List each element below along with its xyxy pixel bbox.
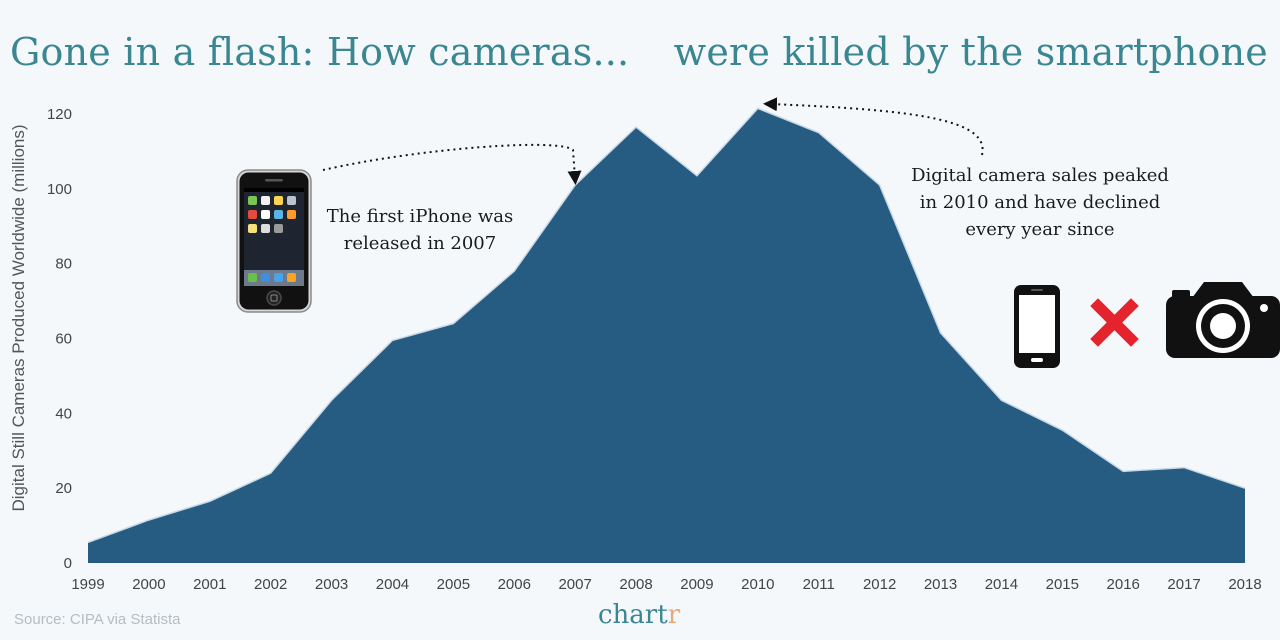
y-tick-label: 20 — [55, 480, 72, 497]
x-tick-label: 2017 — [1167, 576, 1200, 593]
data-point — [147, 518, 151, 522]
data-point — [1243, 486, 1247, 490]
data-point — [695, 174, 699, 178]
annotation-peak-line: in 2010 and have declined — [919, 192, 1161, 213]
data-point — [573, 183, 577, 187]
chart-title-left: Gone in a flash: How cameras... — [10, 30, 630, 74]
data-point — [269, 471, 273, 475]
x-tick-label: 2008 — [619, 576, 652, 593]
data-point — [330, 398, 334, 402]
data-point — [634, 125, 638, 129]
iphone-image — [236, 169, 312, 313]
x-tick-label: 2002 — [254, 576, 287, 593]
data-point — [86, 540, 90, 544]
x-tick-label: 2016 — [1107, 576, 1140, 593]
x-tick-label: 2012 — [863, 576, 896, 593]
data-point — [208, 499, 212, 503]
x-tick-label: 2011 — [803, 576, 835, 593]
x-mark-icon — [1090, 298, 1139, 347]
data-point — [756, 106, 760, 110]
data-point — [1182, 466, 1186, 470]
smartphone-icon — [1014, 285, 1060, 368]
x-tick-label: 2018 — [1228, 576, 1261, 593]
x-tick-label: 2006 — [498, 576, 531, 593]
data-point — [512, 269, 516, 273]
area-outline — [87, 107, 1246, 544]
data-point — [390, 338, 394, 342]
annotation-iphone-line: The first iPhone was — [326, 206, 514, 227]
source-note: Source: CIPA via Statista — [14, 611, 181, 628]
x-tick-label: 2009 — [680, 576, 713, 593]
x-tick-label: 2001 — [193, 576, 226, 593]
y-tick-label: 0 — [64, 555, 72, 572]
data-point — [999, 398, 1003, 402]
data-point — [817, 131, 821, 135]
data-point — [1121, 469, 1125, 473]
area-series — [88, 108, 1245, 563]
x-tick-label: 2014 — [985, 576, 1018, 593]
annotation-peak: Digital camera sales peaked in 2010 and … — [880, 162, 1200, 243]
y-tick-label: 100 — [47, 181, 72, 198]
annotation-iphone-line: released in 2007 — [343, 233, 497, 254]
x-tick-label: 2007 — [558, 576, 591, 593]
x-tick-label: 2004 — [376, 576, 409, 593]
peak-annotation-arrow — [763, 97, 984, 156]
annotation-iphone: The first iPhone was released in 2007 — [300, 203, 540, 257]
x-tick-label: 2000 — [132, 576, 165, 593]
x-tick-label: 2013 — [924, 576, 957, 593]
y-tick-label: 120 — [47, 106, 72, 123]
data-point — [939, 331, 943, 335]
brand-logo: chartr — [598, 600, 681, 630]
x-tick-label: 2015 — [1046, 576, 1079, 593]
annotation-peak-line: every year since — [965, 219, 1115, 240]
iphone-annotation-arrow — [322, 143, 582, 185]
annotation-peak-line: Digital camera sales peaked — [911, 165, 1169, 186]
camera-icon — [1166, 282, 1280, 358]
chart-title-right: were killed by the smartphone — [673, 30, 1268, 74]
x-tick-label: 2003 — [315, 576, 348, 593]
y-tick-label: 80 — [55, 256, 72, 273]
data-point — [451, 322, 455, 326]
x-tick-label: 2005 — [437, 576, 470, 593]
x-tick-label: 2010 — [741, 576, 774, 593]
x-tick-label: 1999 — [71, 576, 104, 593]
data-point — [1060, 428, 1064, 432]
y-tick-label: 60 — [55, 331, 72, 348]
y-tick-label: 40 — [55, 405, 72, 422]
y-axis-label: Digital Still Cameras Produced Worldwide… — [9, 124, 28, 511]
